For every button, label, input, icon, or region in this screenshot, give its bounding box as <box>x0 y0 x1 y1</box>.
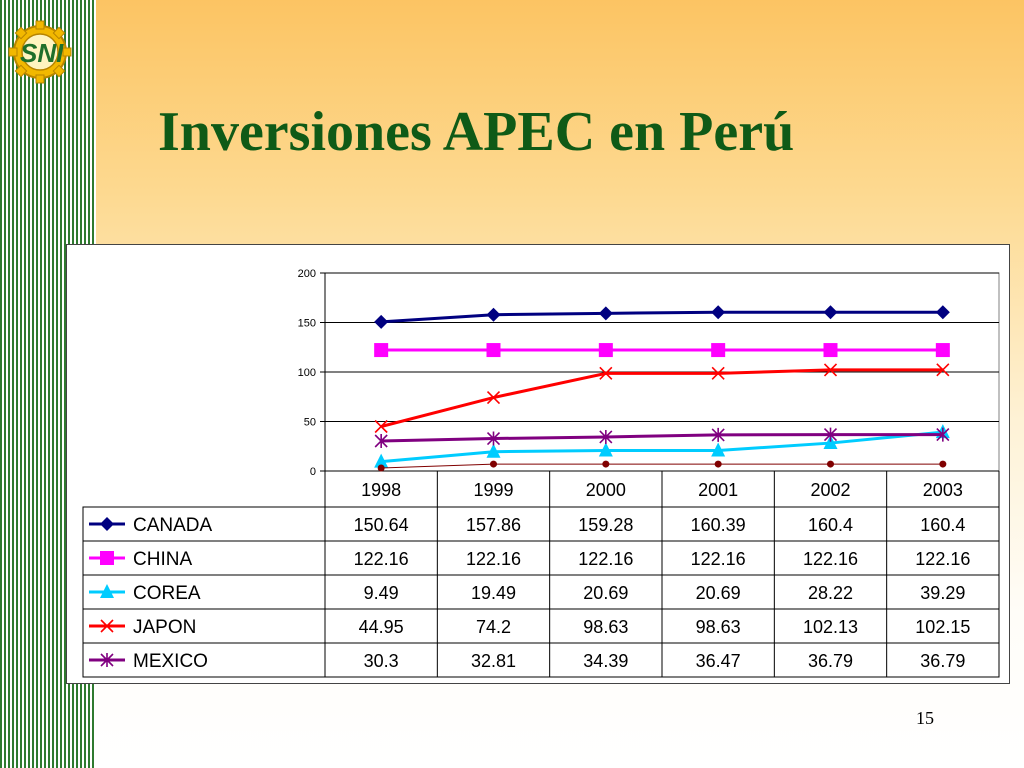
table-cell: 30.3 <box>364 651 399 671</box>
y-tick-label: 200 <box>298 268 316 280</box>
data-point-china <box>374 343 389 358</box>
legend-key-marker <box>100 517 114 531</box>
table-cell: 122.16 <box>915 549 970 569</box>
x-category-label: 1998 <box>361 480 401 500</box>
data-point-mexico <box>599 429 613 444</box>
data-point-series-5 <box>602 460 610 468</box>
legend-key-marker <box>100 653 114 667</box>
table-cell: 74.2 <box>476 617 511 637</box>
table-cell: 28.22 <box>808 583 853 603</box>
table-cell: 44.95 <box>359 617 404 637</box>
data-point-series-5 <box>377 464 385 472</box>
data-point-mexico <box>936 427 950 442</box>
table-cell: 39.29 <box>920 583 965 603</box>
table-cell: 160.4 <box>808 515 853 535</box>
data-point-corea <box>823 435 838 450</box>
table-cell: 102.15 <box>915 617 970 637</box>
series-line-corea <box>381 430 943 464</box>
x-category-label: 2002 <box>810 480 850 500</box>
data-point-china <box>486 343 501 358</box>
table-cell: 150.64 <box>354 515 409 535</box>
data-point-mexico <box>711 427 725 442</box>
data-point-japon <box>823 363 838 377</box>
table-cell: 20.69 <box>583 583 628 603</box>
x-category-label: 2003 <box>923 480 963 500</box>
table-cell: 160.4 <box>920 515 965 535</box>
svg-text:SNI: SNI <box>20 38 64 68</box>
legend-key-marker <box>100 551 114 565</box>
table-cell: 122.16 <box>691 549 746 569</box>
data-point-china <box>935 343 950 358</box>
x-category-label: 2000 <box>586 480 626 500</box>
data-point-series-5 <box>490 460 497 468</box>
data-point-series-5 <box>827 460 834 468</box>
table-cell: 160.39 <box>691 515 746 535</box>
data-point-corea <box>711 442 726 457</box>
table-cell: 122.16 <box>578 549 633 569</box>
table-cell: 122.16 <box>466 549 521 569</box>
legend-key-marker <box>100 584 114 598</box>
data-point-corea <box>374 453 389 468</box>
legend-label: MEXICO <box>133 651 208 672</box>
table-cell: 34.39 <box>583 651 628 671</box>
data-point-japon <box>711 366 725 380</box>
data-point-china <box>598 343 613 358</box>
sni-logo: SNI <box>8 20 72 84</box>
series-line-japon <box>380 368 943 428</box>
legend-key-marker <box>100 619 114 633</box>
data-point-japon <box>599 366 613 380</box>
table-cell: 98.63 <box>696 617 741 637</box>
data-point-japon <box>374 419 388 434</box>
data-point-mexico <box>823 427 838 442</box>
legend-label: CANADA <box>133 515 213 536</box>
table-cell: 36.47 <box>696 651 741 671</box>
legend-label: CHINA <box>133 549 192 570</box>
series-line-canada <box>381 310 943 324</box>
x-category-label: 2001 <box>698 480 738 500</box>
data-point-corea <box>486 443 501 458</box>
data-point-canada <box>823 305 838 320</box>
data-table-frame <box>82 506 1000 678</box>
x-category-label: 1999 <box>473 480 513 500</box>
table-cell: 20.69 <box>696 583 741 603</box>
series-line-series-5 <box>381 463 943 469</box>
table-cell: 19.49 <box>471 583 516 603</box>
data-point-china <box>823 343 838 358</box>
table-cell: 159.28 <box>578 515 633 535</box>
data-point-japon <box>936 363 950 377</box>
y-tick-label: 150 <box>298 318 316 330</box>
y-tick-label: 0 <box>310 466 316 478</box>
table-cell: 36.79 <box>808 651 853 671</box>
table-cell: 122.16 <box>803 549 858 569</box>
data-point-canada <box>486 307 501 322</box>
page-number: 15 <box>916 708 934 728</box>
table-cell: 157.86 <box>466 515 521 535</box>
legend-label: JAPON <box>133 617 196 638</box>
table-cell: 9.49 <box>364 583 399 603</box>
y-tick-label: 50 <box>304 417 316 429</box>
table-cell: 98.63 <box>583 617 628 637</box>
series-line-mexico <box>381 433 943 443</box>
legend-label: COREA <box>133 583 201 604</box>
table-cell: 102.13 <box>803 617 858 637</box>
gear-icon <box>8 20 72 84</box>
data-point-mexico <box>486 431 501 446</box>
line-chart: 0 50 100 150 200 1998 1999 2000 2001 2002 2003 CANA… <box>82 268 1000 678</box>
data-point-canada <box>935 305 950 320</box>
table-cell: 36.79 <box>920 651 965 671</box>
data-point-series-5 <box>714 460 722 468</box>
slide-title: Inversiones APEC en Perú <box>158 101 795 163</box>
table-cell: 122.16 <box>354 549 409 569</box>
y-tick-label: 100 <box>298 367 316 379</box>
table-cell: 32.81 <box>471 651 516 671</box>
data-point-series-5 <box>939 460 947 468</box>
data-point-mexico <box>374 434 388 449</box>
chart-container: 0 50 100 150 200 1998 1999 2000 2001 2002 2003 CANA… <box>66 244 1010 684</box>
data-point-china <box>711 343 726 358</box>
data-point-japon <box>486 390 501 405</box>
data-point-corea <box>598 442 613 457</box>
data-point-canada <box>598 306 613 321</box>
data-point-canada <box>711 305 726 320</box>
data-point-canada <box>374 314 389 329</box>
